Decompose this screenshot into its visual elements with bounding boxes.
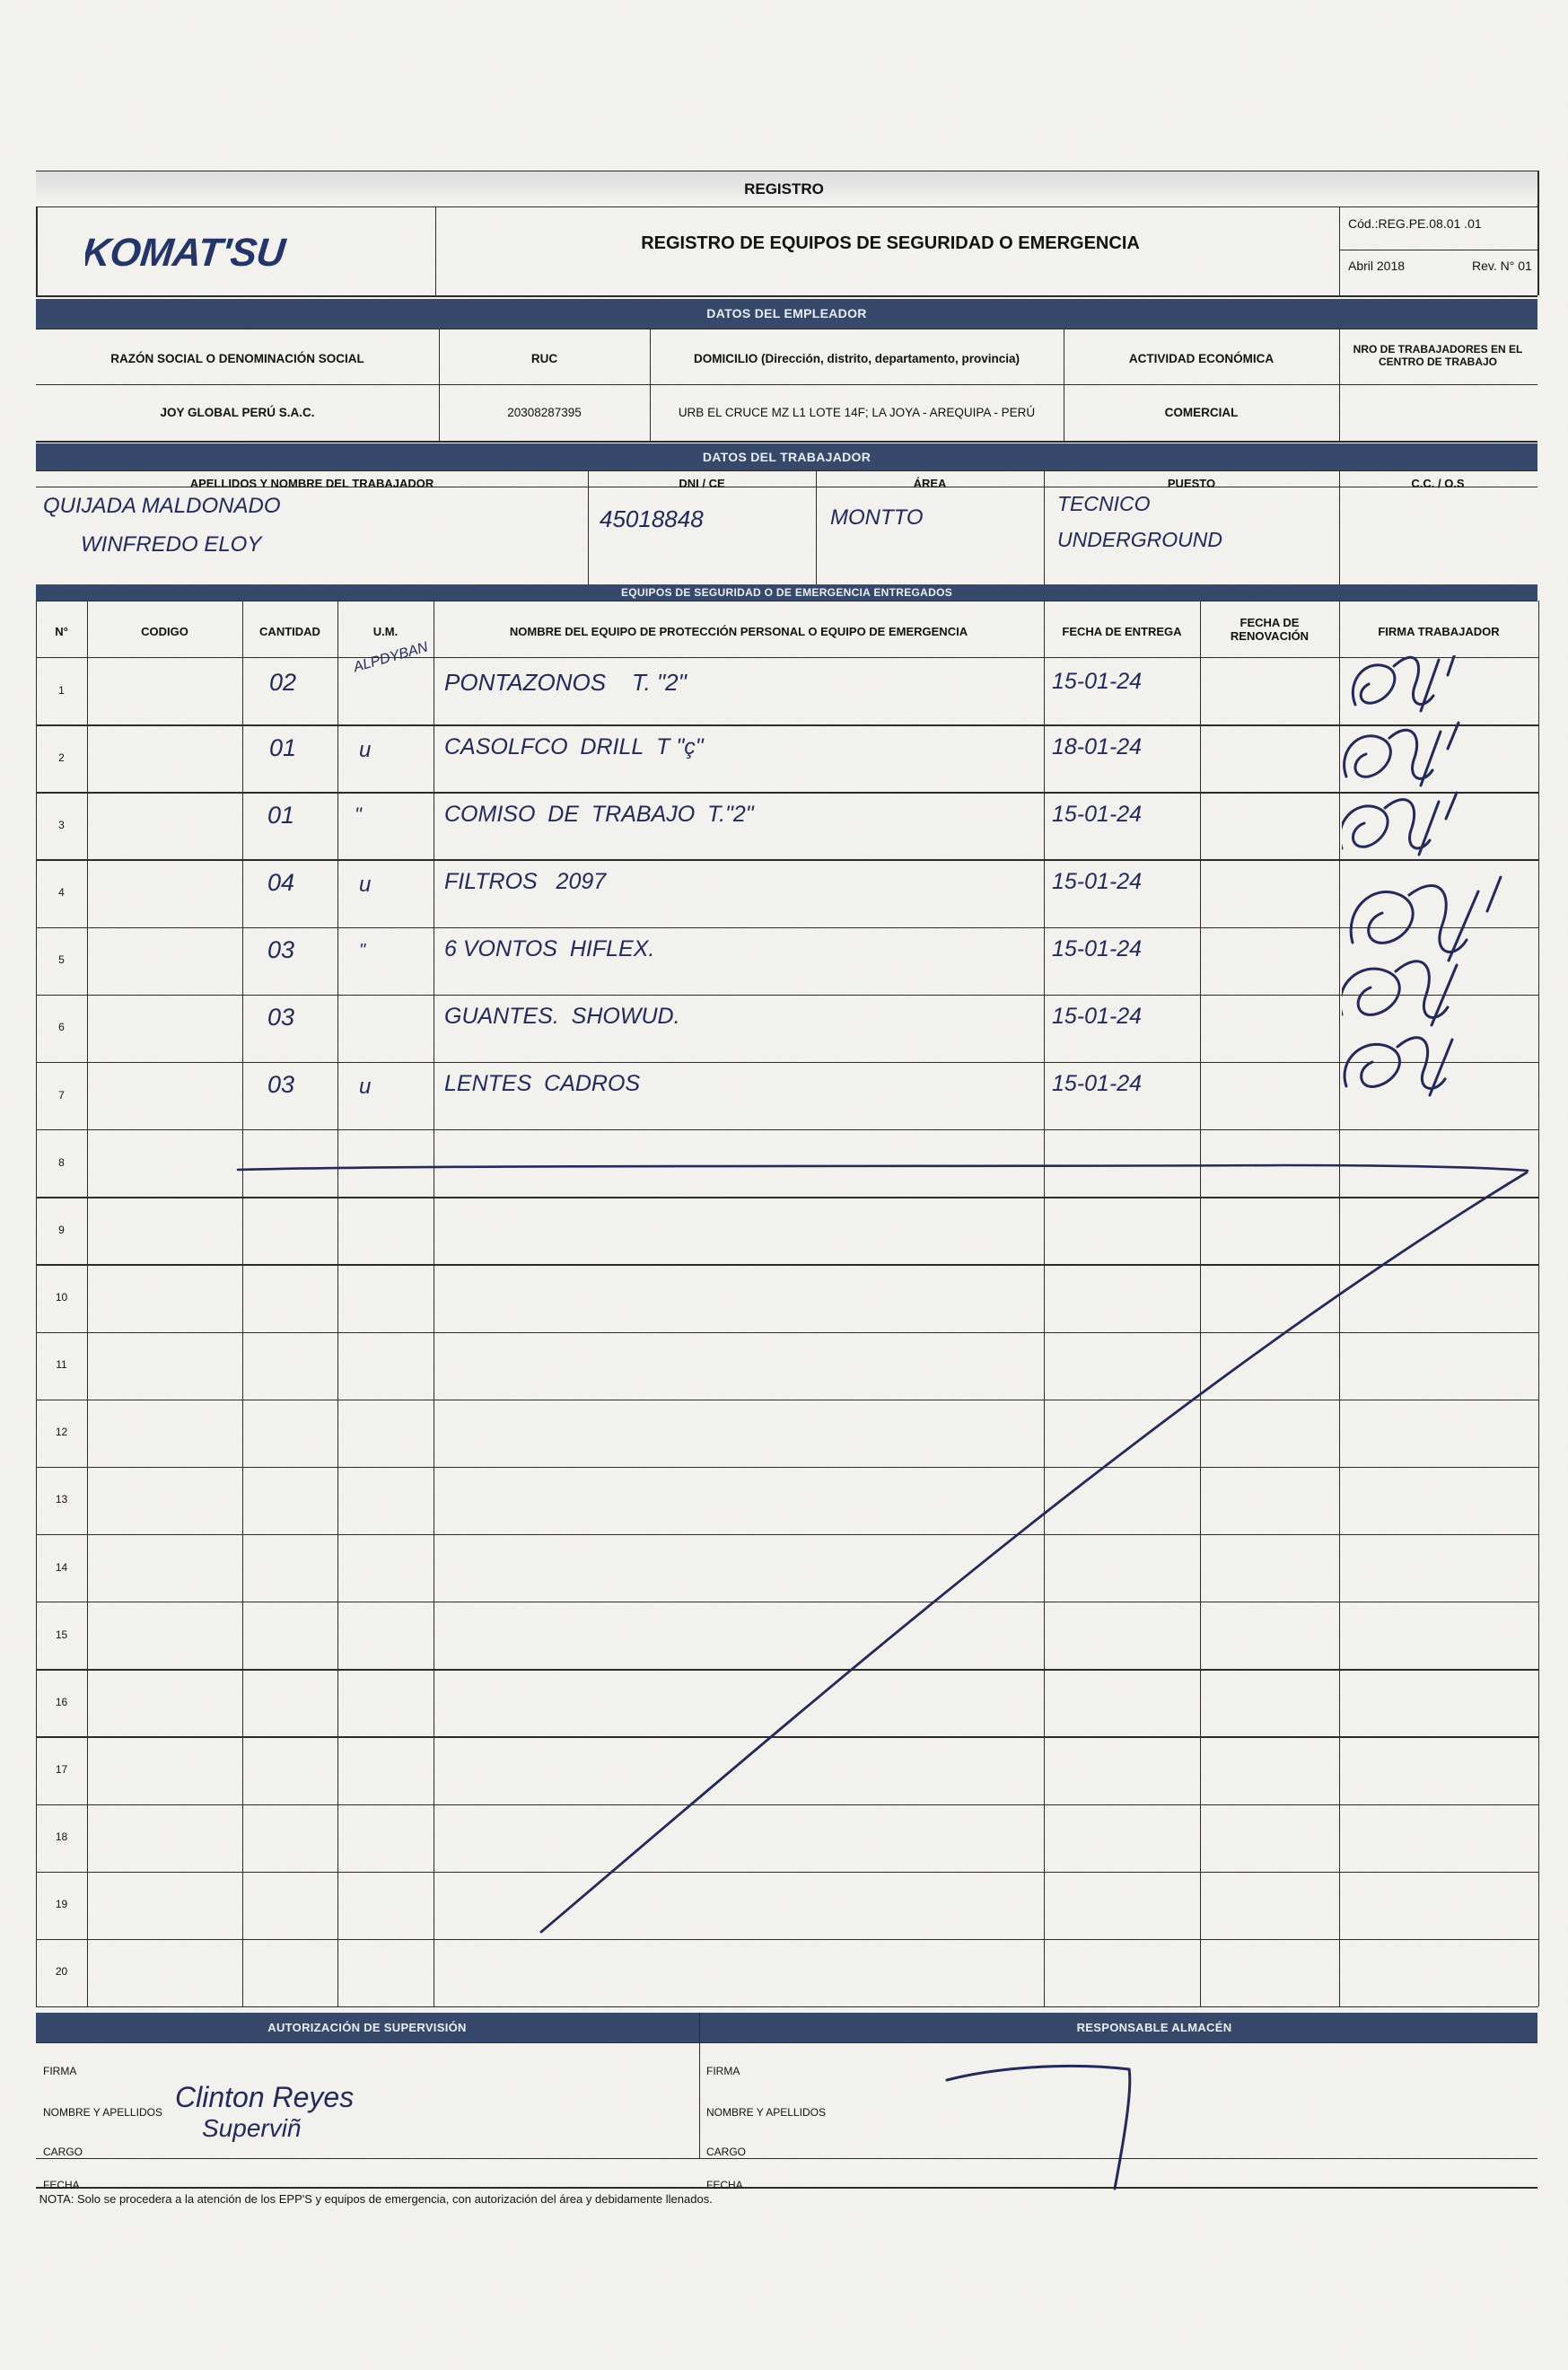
svg-text:KOMAT'SU: KOMAT'SU <box>85 231 288 275</box>
